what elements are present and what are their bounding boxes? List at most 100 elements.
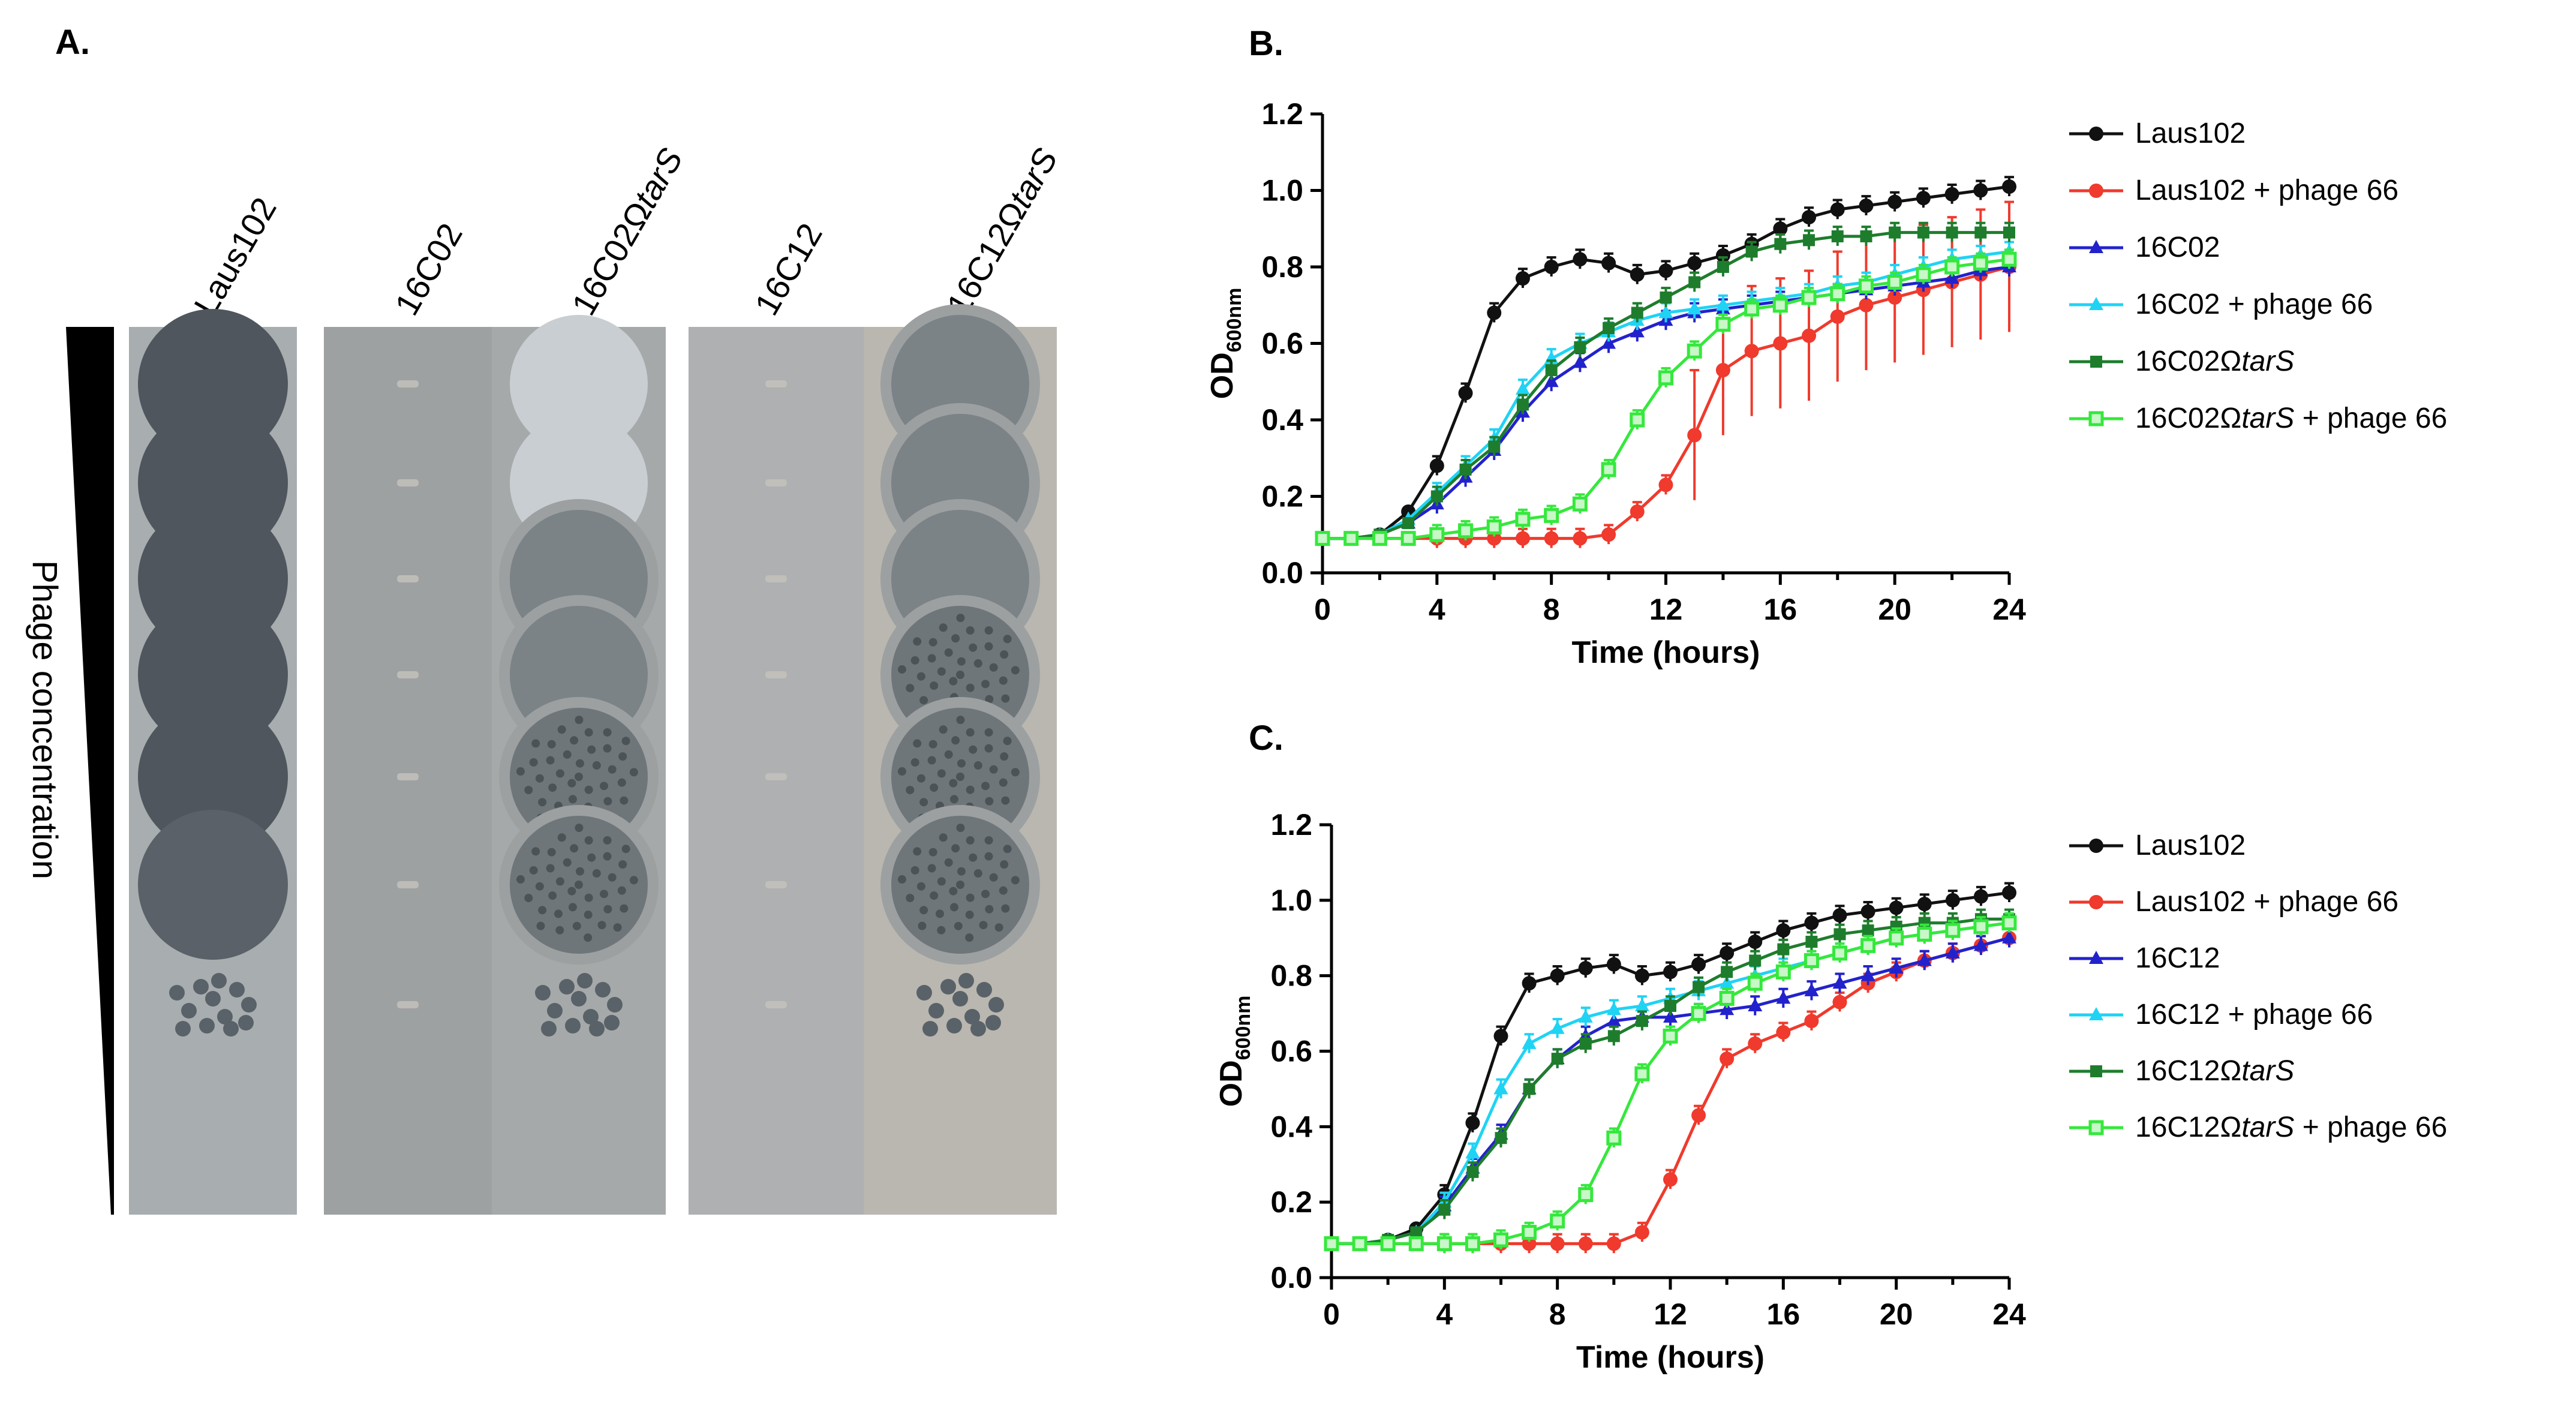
plaque-speckle: [570, 844, 579, 853]
series-line: [1331, 936, 2010, 1245]
data-point: [1917, 897, 1932, 912]
data-point: [1862, 924, 1874, 937]
data-point: [1687, 343, 1702, 359]
strip-label: Laus102: [187, 191, 284, 322]
data-point: [1973, 938, 1988, 951]
plaque-spot: [946, 1018, 962, 1034]
data-point: [1550, 968, 1565, 983]
plaque-spot: [577, 973, 593, 989]
y-tick-label: 1.2: [1270, 808, 1312, 842]
spot-mark: [397, 773, 419, 780]
plaque-speckle: [966, 728, 975, 737]
y-tick-label: 0.6: [1261, 327, 1303, 360]
data-point: [1523, 1083, 1535, 1095]
plaque-spot: [928, 1003, 944, 1019]
plaque-spot: [559, 979, 575, 995]
strip-label: 16C12ΩtarS: [939, 142, 1065, 322]
data-point: [1458, 386, 1473, 401]
data-point: [1458, 523, 1474, 539]
data-point: [1606, 1013, 1621, 1027]
data-point: [2090, 356, 2102, 368]
data-point: [1749, 954, 1762, 967]
data-point: [1402, 517, 1415, 530]
y-tick-label: 0.8: [1270, 959, 1312, 993]
legend-entry: Laus102 + phage 66: [2069, 175, 2398, 206]
plaque-spot: [241, 997, 257, 1013]
plaque-speckle: [939, 623, 948, 632]
plaque-speckle: [617, 886, 626, 895]
data-point: [1887, 275, 1902, 290]
data-point: [1372, 531, 1387, 546]
plaque-speckle: [1011, 666, 1020, 675]
data-point: [1944, 187, 1959, 202]
plaque-speckle: [928, 638, 937, 647]
plaque-speckle: [989, 873, 998, 882]
plaque-speckle: [939, 833, 948, 842]
data-point: [1429, 458, 1444, 473]
plaque-speckle: [897, 875, 906, 884]
plaque-spot: [565, 1018, 581, 1034]
plaque-speckle: [919, 906, 928, 915]
plaque-speckle: [906, 684, 915, 693]
x-tick-label: 8: [1549, 1297, 1566, 1331]
plaque-spot: [181, 1003, 197, 1019]
plaque-speckle: [969, 745, 978, 754]
plaque-speckle: [618, 860, 627, 869]
data-point: [1630, 504, 1645, 519]
plaque-speckle: [575, 773, 583, 781]
data-point: [1658, 477, 1673, 492]
series: [1315, 248, 2017, 546]
plaque-speckle: [618, 752, 627, 761]
plaque-speckle: [587, 853, 596, 862]
data-point: [1601, 462, 1616, 477]
plaque-speckle: [575, 759, 584, 768]
plate-strip: 16C12: [689, 217, 864, 1215]
plaque-speckle: [592, 869, 601, 878]
legend-label: 16C02ΩtarS + phage 66: [2135, 402, 2447, 434]
strip-label: 16C12: [747, 217, 829, 322]
data-point: [1516, 398, 1529, 411]
data-point: [1719, 990, 1735, 1006]
spot-mark: [765, 773, 787, 780]
plaque-spot: [607, 997, 623, 1013]
data-point: [1408, 1236, 1424, 1251]
y-tick-label: 0.8: [1261, 250, 1303, 284]
plaque-speckle: [568, 795, 577, 804]
plaque-speckle: [944, 858, 953, 867]
plaque-speckle: [620, 904, 629, 913]
plaque-speckle: [973, 761, 982, 770]
plaque-spot: [193, 979, 209, 995]
plaque-speckle: [897, 665, 906, 674]
plaque-speckle: [547, 740, 556, 749]
data-point: [1550, 1213, 1565, 1229]
data-point: [1945, 893, 1960, 908]
x-tick-label: 12: [1654, 1297, 1687, 1331]
plaque-speckle: [563, 858, 572, 867]
plaque-speckle: [981, 782, 990, 791]
data-point: [1687, 301, 1702, 315]
legend-entry: 16C02: [2069, 232, 2220, 263]
data-point: [1889, 930, 1904, 946]
plaque-speckle: [1001, 796, 1010, 805]
data-point: [1465, 1145, 1480, 1159]
data-point: [1493, 1081, 1508, 1095]
plaque-spots: [535, 973, 623, 1037]
data-point: [1745, 245, 1758, 258]
x-tick-label: 4: [1429, 593, 1445, 626]
plaque-speckle: [957, 867, 966, 876]
plaque-speckle: [575, 881, 583, 889]
data-point: [1973, 256, 1988, 271]
plaque-spot: [976, 982, 992, 998]
plaque-speckle: [979, 921, 988, 930]
plaque-speckle: [538, 798, 547, 807]
data-point: [1550, 1020, 1565, 1034]
data-point: [1832, 975, 1847, 989]
panel-label: B.: [1249, 24, 1284, 63]
data-point: [1916, 267, 1931, 283]
plaque-spot: [571, 991, 587, 1007]
plaque-spot: [604, 1015, 620, 1031]
plaque-spots: [916, 973, 1004, 1037]
legend-label: Laus102: [2135, 830, 2246, 861]
plaque-speckle: [1003, 635, 1012, 644]
plaque-speckle: [913, 847, 922, 856]
